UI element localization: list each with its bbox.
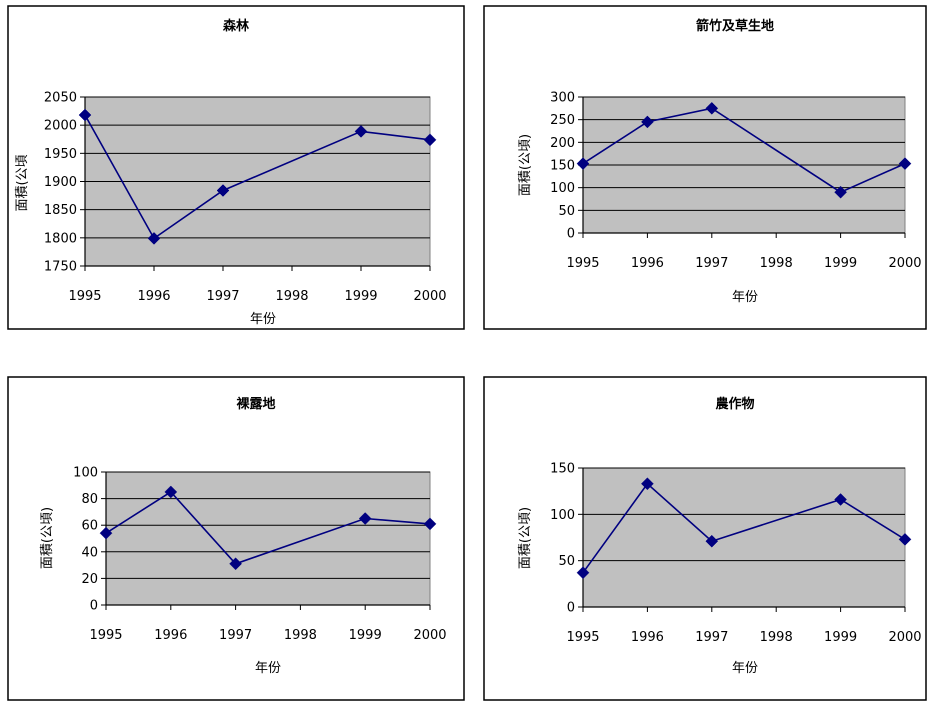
data-point: [423, 517, 437, 531]
y-tick-label: 1750: [44, 260, 77, 275]
x-tick-label: 1996: [631, 256, 664, 271]
y-tick-label: 1950: [44, 147, 77, 162]
y-tick-label: 2000: [44, 119, 77, 134]
x-tick-label: 1998: [284, 628, 317, 643]
x-tick-label: 1998: [760, 630, 793, 645]
x-tick-label: 1995: [68, 289, 101, 304]
data-point: [641, 115, 654, 129]
y-tick-label: 150: [550, 159, 575, 174]
y-tick-label: 1900: [44, 175, 77, 190]
y-tick-label: 100: [73, 466, 98, 481]
plot-area: 0 20 40 60 80 100 1995 1996 1997 1998 1999 2000: [73, 466, 446, 644]
data-point: [147, 232, 161, 245]
x-tick-label: 1998: [760, 256, 793, 271]
x-tick-label: 1995: [566, 256, 599, 271]
data-point: [898, 532, 912, 546]
data-point: [423, 133, 437, 147]
x-axis-label: 年份: [255, 661, 281, 676]
y-tick-label: 40: [81, 545, 98, 560]
y-tick-label: 0: [567, 601, 575, 616]
y-tick-label: 100: [550, 181, 575, 196]
y-tick-label: 0: [567, 227, 575, 242]
y-tick-label: 200: [550, 136, 575, 151]
y-tick-label: 20: [81, 572, 98, 587]
data-point: [354, 125, 368, 138]
x-tick-label: 1999: [344, 289, 377, 304]
data-point: [229, 557, 242, 571]
chart-panel-crops: 農作物 年份 面積(公頃) 0 50 100 150 1995 1996 1997 1998 1…: [483, 376, 927, 701]
data-point: [576, 157, 590, 170]
y-axis-label: 面積(公頃): [518, 134, 533, 196]
data-point: [705, 101, 719, 115]
y-tick-label: 250: [550, 113, 575, 128]
x-axis-label: 年份: [732, 290, 758, 305]
x-tick-label: 1996: [631, 630, 664, 645]
x-tick-label: 1997: [206, 289, 239, 304]
x-tick-label: 1999: [824, 630, 857, 645]
chart-panel-forest: 森林 年份 面積(公頃 1750 1800 1850 1900 1950 2000 2050…: [7, 5, 465, 330]
x-tick-label: 1997: [695, 256, 728, 271]
y-tick-label: 60: [81, 519, 98, 534]
plot-area: 0 50 100 150 1995 1996 1997 1998 1999 2000: [550, 462, 921, 646]
plot-area: 1750 1800 1850 1900 1950 2000 2050 1995 1996 1997…: [44, 91, 447, 305]
x-tick-label: 2000: [413, 628, 446, 643]
data-point: [78, 108, 92, 122]
x-tick-label: 1995: [89, 628, 122, 643]
y-axis-label: 面積(公頃): [518, 507, 533, 569]
y-tick-label: 300: [550, 91, 575, 106]
y-tick-label: 50: [558, 204, 575, 219]
plot-area: 0 50 100 150 200 250 300 1995 1996 1997 1998 1999 20…: [550, 91, 921, 272]
x-tick-label: 1999: [824, 256, 857, 271]
y-axis-label: 面積(公頃: [15, 154, 30, 211]
data-point: [898, 157, 912, 170]
x-axis-label: 年份: [732, 661, 758, 676]
y-tick-label: 1800: [44, 231, 77, 246]
y-tick-label: 2050: [44, 91, 77, 106]
data-point: [164, 485, 178, 499]
data-point: [834, 493, 847, 506]
y-tick-label: 1850: [44, 203, 77, 218]
chart-title: 農作物: [715, 396, 754, 412]
chart-panel-bare-land: 裸露地 年份 面積(公頃) 0 20 40 60 80 100 1995 1996 1997 19…: [7, 376, 465, 701]
x-tick-label: 1995: [566, 630, 599, 645]
x-tick-label: 2000: [888, 256, 921, 271]
data-point: [705, 534, 719, 548]
x-axis-label: 年份: [250, 312, 276, 327]
x-tick-label: 1997: [695, 630, 728, 645]
x-tick-label: 1999: [349, 628, 382, 643]
x-tick-label: 1998: [275, 289, 308, 304]
x-tick-label: 1996: [137, 289, 170, 304]
y-tick-label: 150: [550, 462, 575, 477]
chart-panel-bamboo-grassland: 箭竹及草生地 年份 面積(公頃) 0 50 100 150 200 250 300 1995 1…: [483, 5, 927, 330]
y-tick-label: 100: [550, 508, 575, 523]
data-point: [358, 512, 372, 525]
data-point: [576, 566, 590, 580]
y-tick-label: 50: [558, 554, 575, 569]
x-tick-label: 1997: [219, 628, 252, 643]
chart-title: 森林: [223, 18, 249, 34]
y-axis-label: 面積(公頃): [40, 507, 55, 569]
chart-title: 箭竹及草生地: [696, 18, 774, 34]
x-tick-label: 1996: [154, 628, 187, 643]
x-tick-label: 2000: [888, 630, 921, 645]
plot-background: [582, 467, 906, 608]
plot-background: [105, 471, 431, 606]
y-tick-label: 0: [90, 599, 98, 614]
data-point: [834, 185, 847, 199]
data-point: [99, 526, 113, 540]
data-point: [641, 477, 654, 491]
x-tick-label: 2000: [413, 289, 446, 304]
data-point: [216, 184, 230, 197]
y-tick-label: 80: [81, 492, 98, 507]
chart-title: 裸露地: [236, 396, 275, 412]
